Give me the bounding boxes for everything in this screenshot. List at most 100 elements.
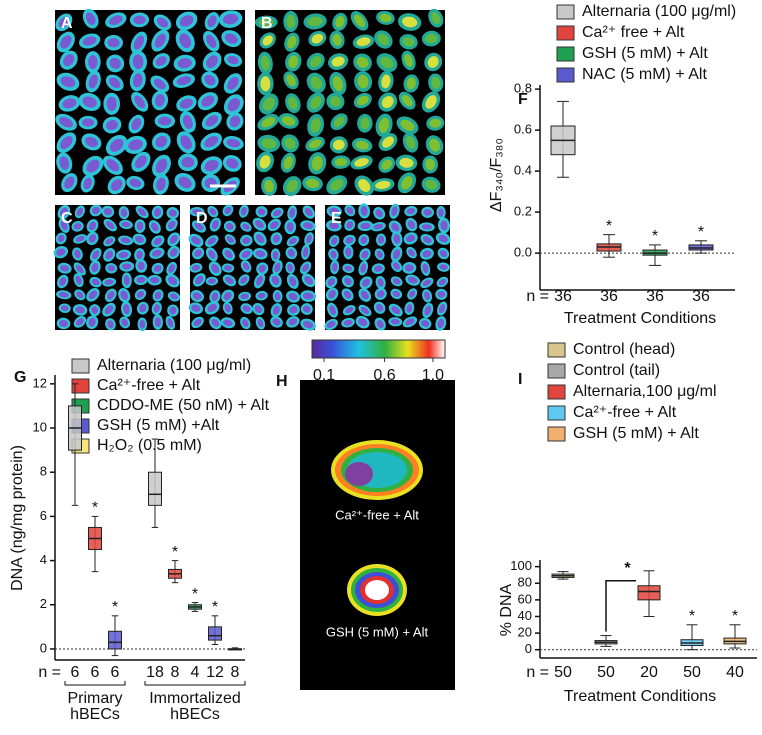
cell	[374, 287, 387, 300]
y-tick-label: 0.6	[514, 122, 532, 137]
cell-nucleus	[153, 265, 162, 273]
cell-nucleus	[354, 14, 366, 28]
box	[637, 585, 661, 601]
cell-nucleus	[120, 208, 128, 218]
y-tick-label: 100	[510, 558, 532, 573]
cell	[286, 235, 300, 247]
cell	[376, 10, 395, 25]
cell-nucleus	[133, 15, 146, 25]
cell	[223, 73, 243, 94]
cell-nucleus	[227, 76, 239, 90]
cell-nucleus	[360, 236, 368, 244]
cell-nucleus	[437, 291, 446, 298]
cell-nucleus	[431, 12, 441, 25]
cell-nucleus	[60, 35, 72, 49]
cell-nucleus	[106, 96, 117, 112]
cell	[129, 69, 146, 92]
panel-label: D	[196, 210, 208, 227]
cell	[89, 304, 101, 317]
cell	[59, 50, 78, 70]
cell-nucleus	[361, 250, 369, 259]
cell-nucleus	[256, 275, 263, 286]
cell-nucleus	[382, 136, 394, 148]
legend-label: Control (tail)	[573, 362, 660, 379]
cell	[238, 204, 249, 218]
cell	[375, 233, 387, 247]
cell-nucleus	[177, 58, 192, 69]
cell-nucleus	[405, 318, 415, 326]
cell	[82, 155, 104, 177]
cell	[166, 207, 179, 220]
cell-nucleus	[272, 250, 279, 260]
n-label: 50	[683, 664, 701, 681]
cell-nucleus	[180, 135, 192, 150]
cell	[407, 288, 418, 300]
significance-mark: *	[92, 500, 98, 517]
cell-nucleus	[207, 303, 217, 313]
cell-nucleus	[73, 223, 82, 230]
cell	[326, 205, 342, 218]
cell-nucleus	[330, 178, 344, 191]
cell	[165, 315, 176, 330]
cell-nucleus	[326, 320, 336, 328]
cell	[240, 260, 252, 273]
cell	[119, 261, 135, 272]
cell-nucleus	[123, 304, 130, 315]
cell	[396, 116, 419, 135]
cell-nucleus	[194, 249, 202, 258]
cell	[58, 95, 81, 112]
y-tick-label: 0.8	[514, 81, 532, 96]
legend-label: GSH (5 mM) + Alt	[582, 45, 708, 62]
cell	[437, 247, 450, 260]
cell-nucleus	[85, 12, 96, 25]
cell	[167, 245, 180, 260]
cell	[341, 288, 354, 302]
cell	[300, 261, 312, 275]
cell-nucleus	[136, 221, 144, 231]
cell-nucleus	[179, 98, 194, 109]
cell-nucleus	[258, 18, 274, 27]
cell	[226, 112, 244, 131]
cell	[56, 31, 75, 53]
cell-nucleus	[329, 305, 336, 315]
cell	[126, 175, 145, 191]
cell	[189, 207, 205, 217]
cell-nucleus	[377, 235, 385, 244]
cell	[150, 75, 170, 93]
cell	[191, 220, 207, 233]
cell	[152, 53, 170, 69]
significance-mark: *	[212, 599, 218, 616]
cell-nucleus	[207, 15, 217, 28]
cell	[399, 34, 418, 50]
cell	[201, 111, 222, 130]
legend-swatch	[547, 405, 566, 421]
cell	[418, 317, 432, 330]
cell-nucleus	[56, 248, 66, 256]
n-label: 18	[146, 664, 164, 681]
cell	[281, 134, 299, 153]
cell	[153, 14, 172, 31]
cell	[73, 234, 88, 244]
cell-nucleus	[86, 159, 100, 173]
panel-label: G	[14, 369, 26, 386]
cell	[85, 70, 101, 93]
cell	[324, 318, 338, 331]
cell	[121, 272, 132, 289]
cell	[422, 289, 433, 303]
cell-nucleus	[225, 276, 234, 285]
cell	[107, 175, 126, 195]
cell	[405, 274, 420, 286]
cell-nucleus	[121, 318, 128, 327]
cell-nucleus	[106, 119, 119, 131]
cell-nucleus	[62, 98, 77, 109]
legend-label: Ca²⁺ free + Alt	[582, 24, 685, 41]
cell	[192, 247, 205, 260]
cell	[240, 303, 253, 315]
cell-nucleus	[375, 209, 383, 218]
cell-nucleus	[153, 304, 160, 313]
cell-nucleus	[254, 305, 263, 314]
cell-nucleus	[257, 208, 266, 216]
y-tick-label: 10	[33, 419, 47, 434]
cell-nucleus	[158, 116, 172, 126]
cell	[257, 72, 274, 96]
